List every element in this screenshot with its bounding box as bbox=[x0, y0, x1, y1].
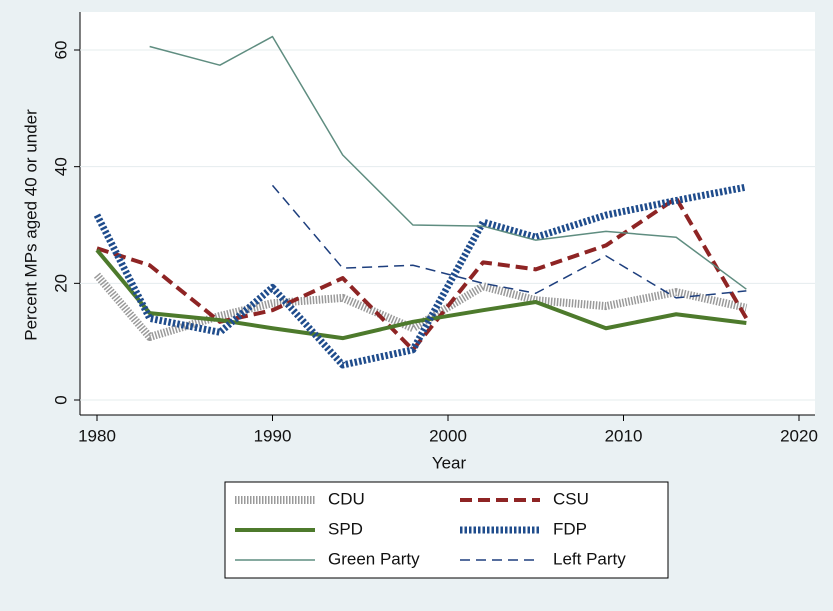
plot-area bbox=[80, 12, 815, 415]
y-tick-label: 40 bbox=[51, 157, 70, 176]
series-line bbox=[149, 35, 747, 290]
legend-label: CSU bbox=[553, 489, 589, 508]
x-tick-label: 1990 bbox=[254, 426, 292, 445]
series-line bbox=[95, 248, 747, 341]
series-line bbox=[271, 184, 747, 299]
y-tick-label: 0 bbox=[51, 395, 70, 404]
x-tick-label: 1980 bbox=[78, 426, 116, 445]
series-line bbox=[93, 272, 748, 341]
legend-label: Green Party bbox=[328, 549, 420, 568]
legend-label: Left Party bbox=[553, 549, 626, 568]
y-tick-label: 60 bbox=[51, 41, 70, 60]
x-tick-label: 2000 bbox=[429, 426, 467, 445]
legend-label: SPD bbox=[328, 519, 363, 538]
series-line bbox=[93, 183, 748, 369]
x-tick-label: 2020 bbox=[780, 426, 818, 445]
y-axis-label: Percent MPs aged 40 or under bbox=[21, 109, 40, 341]
y-tick-label: 20 bbox=[51, 274, 70, 293]
x-tick-label: 2010 bbox=[605, 426, 643, 445]
x-axis-label: Year bbox=[432, 453, 467, 472]
legend-label: CDU bbox=[328, 489, 365, 508]
legend-label: FDP bbox=[553, 519, 587, 538]
series-line bbox=[96, 196, 749, 352]
